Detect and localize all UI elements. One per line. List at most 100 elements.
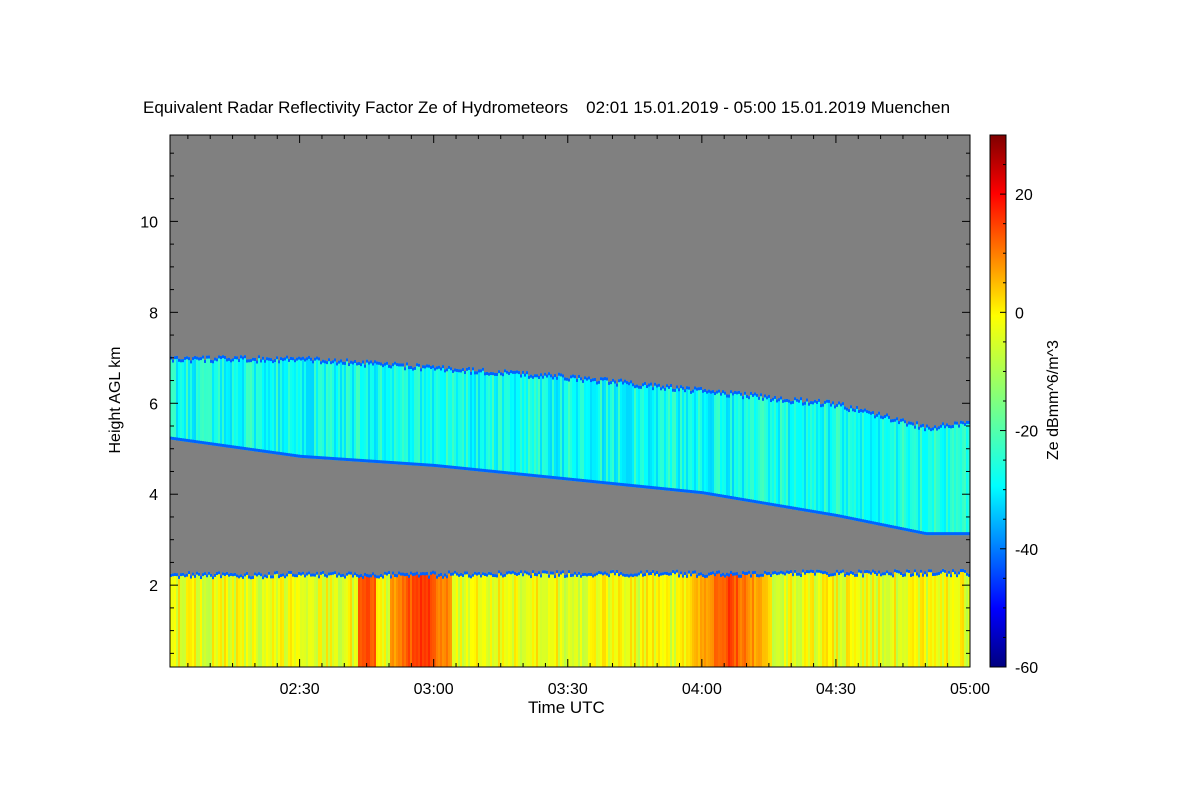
heatmap-column: [184, 356, 186, 442]
heatmap-edge: [748, 570, 750, 574]
heatmap-column: [806, 570, 808, 667]
heatmap-column: [470, 371, 472, 471]
heatmap-edge: [642, 383, 644, 387]
heatmap-edge: [608, 381, 610, 385]
heatmap-edge: [846, 515, 848, 519]
heatmap-edge: [556, 376, 558, 380]
heatmap-edge: [386, 460, 388, 464]
heatmap-edge: [492, 573, 494, 577]
heatmap-edge: [418, 574, 420, 578]
heatmap-column: [712, 390, 714, 496]
heatmap-edge: [780, 504, 782, 508]
heatmap-edge: [330, 572, 332, 576]
heatmap-column: [608, 574, 610, 667]
heatmap-edge: [578, 478, 580, 482]
heatmap-edge: [244, 355, 246, 359]
heatmap-edge: [338, 457, 340, 461]
heatmap-edge: [688, 570, 690, 574]
heatmap-edge: [322, 456, 324, 460]
heatmap-column: [682, 574, 684, 667]
heatmap-column: [644, 381, 646, 489]
heatmap-edge: [486, 469, 488, 473]
heatmap-column: [944, 425, 946, 536]
heatmap-column: [510, 571, 512, 667]
heatmap-edge: [802, 402, 804, 406]
heatmap-column: [934, 572, 936, 667]
heatmap-edge: [636, 573, 638, 577]
heatmap-column: [506, 571, 508, 667]
heatmap-edge: [382, 364, 384, 368]
heatmap-edge: [890, 419, 892, 423]
heatmap-edge: [668, 385, 670, 389]
heatmap-column: [498, 370, 500, 474]
heatmap-column: [804, 401, 806, 512]
heatmap-column: [276, 570, 278, 667]
heatmap-edge: [854, 409, 856, 413]
heatmap-column: [828, 399, 830, 516]
heatmap-edge: [292, 357, 294, 361]
heatmap-column: [290, 570, 292, 667]
heatmap-edge: [548, 372, 550, 376]
heatmap-edge: [922, 573, 924, 577]
heatmap-edge: [878, 570, 880, 574]
heatmap-column: [600, 571, 602, 667]
heatmap-edge: [266, 450, 268, 454]
heatmap-column: [380, 573, 382, 667]
heatmap-edge: [652, 387, 654, 391]
heatmap-column: [224, 572, 226, 667]
heatmap-edge: [846, 572, 848, 576]
heatmap-edge: [198, 572, 200, 576]
heatmap-edge: [354, 572, 356, 576]
heatmap-column: [436, 575, 438, 667]
heatmap-edge: [192, 357, 194, 361]
heatmap-column: [672, 569, 674, 667]
heatmap-column: [702, 573, 704, 667]
heatmap-edge: [566, 477, 568, 481]
heatmap-edge: [308, 355, 310, 359]
heatmap-edge: [630, 483, 632, 487]
heatmap-column: [332, 571, 334, 667]
heatmap-edge: [890, 524, 892, 528]
heatmap-edge: [540, 574, 542, 578]
heatmap-edge: [472, 573, 474, 577]
heatmap-column: [752, 571, 754, 667]
heatmap-edge: [746, 394, 748, 398]
heatmap-edge: [596, 572, 598, 576]
heatmap-edge: [760, 393, 762, 397]
heatmap-edge: [482, 572, 484, 576]
heatmap-edge: [446, 465, 448, 469]
heatmap-column: [886, 413, 888, 528]
heatmap-edge: [836, 513, 838, 517]
heatmap-edge: [564, 377, 566, 381]
heatmap-edge: [400, 461, 402, 465]
heatmap-column: [810, 569, 812, 667]
heatmap-edge: [512, 570, 514, 574]
heatmap-edge: [694, 570, 696, 574]
heatmap-edge: [396, 461, 398, 465]
heatmap-edge: [628, 382, 630, 386]
heatmap-edge: [824, 511, 826, 515]
heatmap-column: [372, 362, 374, 463]
heatmap-column: [450, 572, 452, 667]
heatmap-edge: [700, 491, 702, 495]
heatmap-edge: [946, 532, 948, 536]
heatmap-column: [544, 570, 546, 667]
heatmap-edge: [272, 450, 274, 454]
heatmap-edge: [860, 518, 862, 522]
heatmap-column: [378, 361, 380, 464]
heatmap-edge: [820, 570, 822, 574]
heatmap-column: [800, 397, 802, 511]
heatmap-column: [618, 379, 620, 486]
heatmap-column: [296, 357, 298, 458]
heatmap-edge: [574, 375, 576, 379]
heatmap-edge: [584, 572, 586, 576]
heatmap-edge: [532, 375, 534, 379]
heatmap-edge: [226, 571, 228, 575]
heatmap-column: [812, 569, 814, 667]
heatmap-edge: [416, 363, 418, 367]
heatmap-edge: [244, 447, 246, 451]
colorbar: 200-20-40-60: [989, 134, 1038, 677]
heatmap-edge: [370, 459, 372, 463]
heatmap-column: [926, 573, 928, 667]
heatmap-edge: [840, 403, 842, 407]
